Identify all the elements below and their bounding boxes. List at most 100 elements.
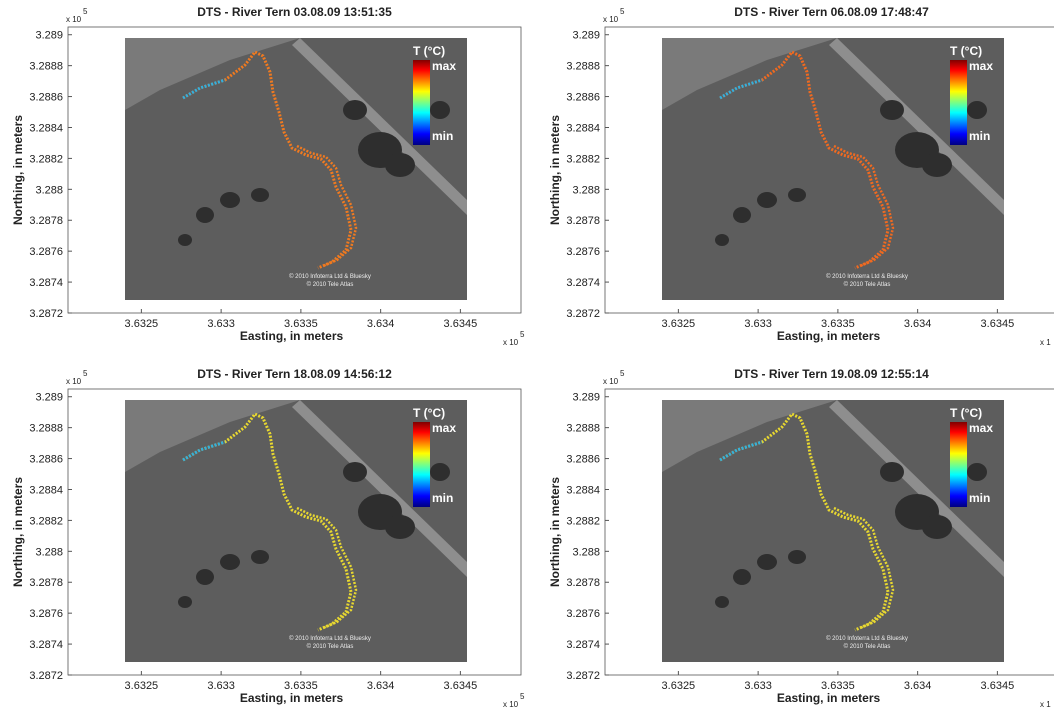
x-axis-label: Easting, in meters bbox=[240, 691, 344, 705]
x-tick-label: 3.633 bbox=[744, 318, 772, 330]
figure: T (°C)maxmin© 2010 Infoterra Ltd & Blues… bbox=[0, 0, 1054, 707]
tree bbox=[922, 515, 952, 539]
x-tick-label: 3.634 bbox=[904, 680, 932, 692]
x-tick-label: 3.634 bbox=[367, 318, 395, 330]
y-tick-label: 3.2878 bbox=[29, 215, 63, 227]
y-multiplier: x 10 bbox=[603, 15, 619, 24]
tree bbox=[880, 100, 904, 120]
colorbar-title: T (°C) bbox=[950, 406, 982, 420]
y-tick-label: 3.2882 bbox=[566, 515, 600, 527]
y-tick-label: 3.2872 bbox=[29, 670, 63, 682]
x-multiplier: x 10 bbox=[503, 338, 519, 347]
tree bbox=[733, 569, 751, 585]
copyright: © 2010 Tele Atlas bbox=[307, 281, 354, 288]
colorbar-min: min bbox=[432, 491, 453, 505]
y-tick-label: 3.288 bbox=[35, 546, 63, 558]
y-multiplier-exp: 5 bbox=[620, 369, 625, 378]
y-tick-label: 3.289 bbox=[35, 392, 63, 404]
y-multiplier: x 10 bbox=[66, 15, 82, 24]
x-tick-label: 3.634 bbox=[367, 680, 395, 692]
y-tick-label: 3.288 bbox=[572, 184, 600, 196]
x-tick-label: 3.6345 bbox=[444, 680, 478, 692]
y-tick-label: 3.2886 bbox=[29, 92, 63, 104]
x-tick-label: 3.6325 bbox=[662, 680, 696, 692]
copyright: © 2010 Tele Atlas bbox=[844, 281, 891, 288]
x-tick-label: 3.6345 bbox=[981, 318, 1015, 330]
y-tick-label: 3.2876 bbox=[566, 608, 600, 620]
y-tick-label: 3.288 bbox=[35, 184, 63, 196]
y-multiplier: x 10 bbox=[603, 377, 619, 386]
y-tick-label: 3.2882 bbox=[29, 515, 63, 527]
tree bbox=[196, 207, 214, 223]
tree bbox=[788, 188, 806, 202]
x-multiplier-exp: 5 bbox=[520, 692, 525, 701]
colorbar bbox=[413, 60, 430, 145]
x-tick-label: 3.6325 bbox=[125, 680, 159, 692]
y-axis-label: Northing, in meters bbox=[11, 477, 25, 587]
y-tick-label: 3.2884 bbox=[566, 122, 600, 134]
tree bbox=[757, 192, 777, 208]
colorbar bbox=[950, 422, 967, 507]
y-tick-label: 3.2886 bbox=[566, 454, 600, 466]
x-multiplier: x 1 bbox=[1040, 338, 1051, 347]
tree bbox=[788, 550, 806, 564]
y-axis-label: Northing, in meters bbox=[11, 115, 25, 225]
y-tick-label: 3.2874 bbox=[29, 277, 63, 289]
copyright: © 2010 Infoterra Ltd & Bluesky bbox=[289, 273, 371, 280]
tree bbox=[343, 462, 367, 482]
colorbar-title: T (°C) bbox=[950, 44, 982, 58]
tree bbox=[178, 234, 192, 246]
tree bbox=[220, 192, 240, 208]
colorbar-title: T (°C) bbox=[413, 406, 445, 420]
colorbar-title: T (°C) bbox=[413, 44, 445, 58]
tree bbox=[430, 463, 450, 481]
x-multiplier: x 10 bbox=[503, 700, 519, 707]
x-tick-label: 3.633 bbox=[744, 680, 772, 692]
y-tick-label: 3.2884 bbox=[566, 484, 600, 496]
colorbar-min: min bbox=[969, 129, 990, 143]
y-tick-label: 3.2872 bbox=[566, 308, 600, 320]
tree bbox=[430, 101, 450, 119]
y-axis-label: Northing, in meters bbox=[548, 115, 562, 225]
y-tick-label: 3.2876 bbox=[29, 608, 63, 620]
tree bbox=[922, 153, 952, 177]
y-tick-label: 3.289 bbox=[35, 30, 63, 42]
y-tick-label: 3.2888 bbox=[566, 423, 600, 435]
tree bbox=[251, 188, 269, 202]
y-tick-label: 3.2878 bbox=[566, 577, 600, 589]
x-tick-label: 3.634 bbox=[904, 318, 932, 330]
tree bbox=[715, 596, 729, 608]
y-tick-label: 3.2872 bbox=[29, 308, 63, 320]
x-tick-label: 3.633 bbox=[207, 318, 235, 330]
chart-title: DTS - River Tern 18.08.09 14:56:12 bbox=[197, 367, 392, 381]
y-tick-label: 3.288 bbox=[572, 546, 600, 558]
y-axis-label: Northing, in meters bbox=[548, 477, 562, 587]
tree bbox=[385, 153, 415, 177]
colorbar-max: max bbox=[969, 59, 993, 73]
tree bbox=[220, 554, 240, 570]
x-multiplier: x 1 bbox=[1040, 700, 1051, 707]
y-tick-label: 3.2888 bbox=[29, 61, 63, 73]
y-multiplier-exp: 5 bbox=[83, 7, 88, 16]
x-tick-label: 3.6345 bbox=[981, 680, 1015, 692]
tree bbox=[385, 515, 415, 539]
y-tick-label: 3.2876 bbox=[29, 246, 63, 258]
colorbar-max: max bbox=[432, 59, 456, 73]
y-tick-label: 3.2884 bbox=[29, 484, 63, 496]
copyright: © 2010 Infoterra Ltd & Bluesky bbox=[826, 273, 908, 280]
y-tick-label: 3.2874 bbox=[566, 277, 600, 289]
y-tick-label: 3.2886 bbox=[29, 454, 63, 466]
y-tick-label: 3.2888 bbox=[29, 423, 63, 435]
colorbar bbox=[413, 422, 430, 507]
tree bbox=[715, 234, 729, 246]
chart-title: DTS - River Tern 06.08.09 17:48:47 bbox=[734, 5, 929, 19]
y-tick-label: 3.289 bbox=[572, 30, 600, 42]
x-axis-label: Easting, in meters bbox=[240, 329, 344, 343]
y-tick-label: 3.2882 bbox=[29, 153, 63, 165]
colorbar-max: max bbox=[432, 421, 456, 435]
y-tick-label: 3.2884 bbox=[29, 122, 63, 134]
y-tick-label: 3.2888 bbox=[566, 61, 600, 73]
tree bbox=[343, 100, 367, 120]
